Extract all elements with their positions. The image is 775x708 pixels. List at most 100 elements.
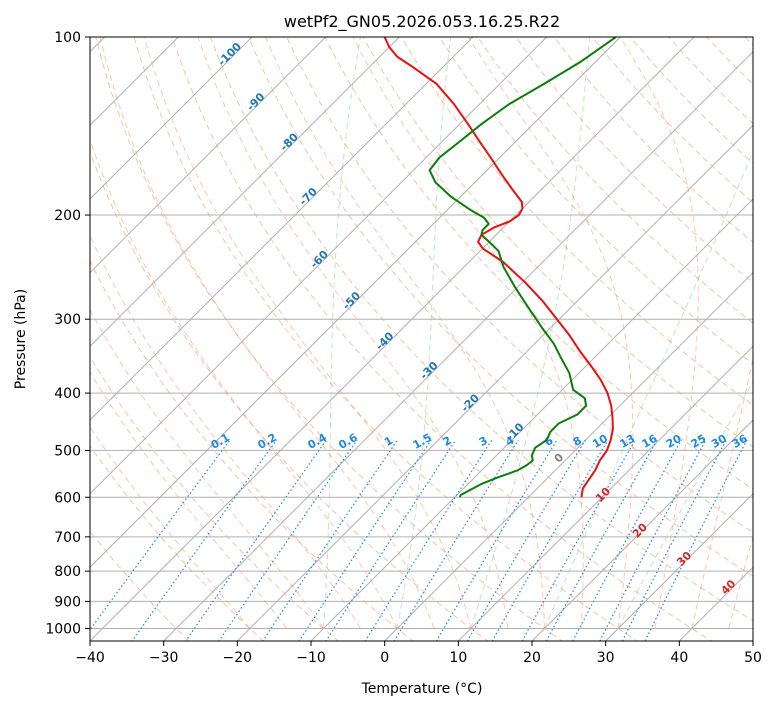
isotherm-label: -90 xyxy=(244,90,267,113)
isotherm-gridline xyxy=(605,492,753,641)
y-tick-label: 300 xyxy=(54,312,81,328)
isotherm-label: -80 xyxy=(278,130,301,153)
dry-adiabat-line xyxy=(667,37,753,125)
dry-adiabat-line xyxy=(209,37,753,622)
isotherm-gridline xyxy=(90,37,253,200)
x-tick-label: 10 xyxy=(449,650,467,666)
x-tick-label: 20 xyxy=(523,650,541,666)
mixing-ratio-label: 25 xyxy=(689,432,709,451)
moist-adiabat-label: 40 xyxy=(718,577,738,597)
dry-adiabat-line xyxy=(629,37,753,164)
y-axis: 1000 900 800 700 600 500 400 300 200 100 xyxy=(45,30,90,637)
dry-adiabat-line xyxy=(476,37,753,324)
moist-adiabat-label: 0 xyxy=(552,450,567,465)
dewpoint-profile-line xyxy=(428,37,617,498)
chart-title: wetPf2_GN05.2026.053.16.25.R22 xyxy=(284,12,560,32)
moist-adiabat-line xyxy=(90,308,324,629)
isotherm-label: -70 xyxy=(297,185,320,208)
moist-adiabat-line xyxy=(396,37,452,629)
isotherm-gridline xyxy=(90,37,474,421)
x-tick-label: 0 xyxy=(380,650,389,666)
mixing-ratio-label: 1.5 xyxy=(411,431,434,452)
isotherm-label: -100 xyxy=(215,40,244,69)
profile-series xyxy=(383,37,617,498)
dry-adiabat-line xyxy=(362,37,753,448)
mixing-ratio-line xyxy=(185,439,327,641)
isotherm-gridline xyxy=(90,37,548,495)
y-tick-label: 800 xyxy=(54,564,81,580)
mixing-ratio-line xyxy=(364,439,493,641)
dry-adiabat-line xyxy=(247,37,753,577)
mixing-ratio-line xyxy=(262,439,399,641)
mixing-ratio-line xyxy=(435,439,558,641)
moist-adiabat-line xyxy=(468,37,634,629)
isotherm-gridline xyxy=(310,198,753,641)
mixing-ratio-line xyxy=(545,439,658,641)
dry-adiabat-line xyxy=(90,259,414,641)
isotherm-gridline xyxy=(457,345,753,641)
plot-area: 0.1 0.2 0.4 0.6 1 1.5 2 3 4 6 8 10 13 16 20 25 30 36-100-… xyxy=(90,37,775,641)
x-tick-label: −40 xyxy=(75,650,105,666)
x-tick-label: 50 xyxy=(744,650,762,666)
y-tick-label: 700 xyxy=(54,530,81,546)
mixing-ratio-line xyxy=(491,439,609,641)
dry-adiabat-line xyxy=(90,150,489,641)
y-tick-label: 200 xyxy=(54,208,81,224)
dry-adiabat-line xyxy=(438,37,753,365)
x-tick-label: 40 xyxy=(670,650,688,666)
y-axis-title: Pressure (hPa) xyxy=(13,289,29,389)
y-tick-label: 600 xyxy=(54,490,81,506)
moist-adiabat-line xyxy=(90,371,288,629)
plot-frame xyxy=(89,36,754,642)
mixing-ratio-line xyxy=(393,439,519,641)
moist-adiabat-label: 10 xyxy=(593,485,613,505)
moist-adiabat-line xyxy=(197,37,509,629)
moist-adiabat-line xyxy=(617,380,753,629)
mixing-ratio-label: 0.2 xyxy=(256,431,279,452)
mixing-ratio-line xyxy=(131,439,278,641)
moist-adiabat-line xyxy=(470,37,591,629)
moist-adiabat-line xyxy=(544,150,753,629)
mixing-ratio-line xyxy=(218,439,358,641)
moist-adiabat-label: 30 xyxy=(674,549,694,569)
mixing-ratio-label: 20 xyxy=(664,432,684,451)
moist-adiabat-line xyxy=(766,37,775,628)
moist-adiabat-line xyxy=(691,356,753,629)
dry-adiabat-line xyxy=(133,37,638,641)
moist-adiabat-label: 20 xyxy=(630,520,650,540)
moist-adiabat-line xyxy=(90,426,251,629)
dry-adiabat-line xyxy=(90,355,339,641)
mixing-ratio-line xyxy=(466,439,586,641)
isotherm-label: -20 xyxy=(459,391,482,414)
moist-adiabat-line xyxy=(143,37,472,629)
isotherm-gridline xyxy=(163,50,753,641)
isotherm-gridline xyxy=(384,271,753,641)
moist-adiabat-line xyxy=(619,37,699,629)
isotherm-label: -50 xyxy=(340,289,363,312)
isotherm-gridline xyxy=(90,37,695,641)
moist-adiabat-line xyxy=(323,37,361,629)
moist-adiabat-line xyxy=(90,234,361,629)
y-tick-label: 400 xyxy=(54,386,81,402)
mixing-ratio-line xyxy=(90,439,231,631)
dry-adiabat-line xyxy=(515,37,753,284)
x-axis-title: Temperature (°C) xyxy=(361,681,483,697)
moist-adiabat-line xyxy=(99,37,435,629)
isotherm-gridline xyxy=(678,566,753,641)
grid-lines xyxy=(90,37,753,641)
isotherm-gridline xyxy=(236,124,753,641)
y-tick-label: 100 xyxy=(54,30,81,46)
temperature-profile-line xyxy=(383,37,614,498)
mixing-ratio-line xyxy=(298,439,432,641)
y-tick-label: 500 xyxy=(54,443,81,459)
moist-adiabat-line xyxy=(90,137,398,629)
mixing-ratio-line xyxy=(572,439,682,641)
moist-adiabat-line xyxy=(265,37,546,629)
isotherm-gridline xyxy=(752,640,753,641)
x-tick-label: −10 xyxy=(296,650,326,666)
isotherm-gridline xyxy=(90,37,621,569)
dry-adiabat-line xyxy=(95,37,564,641)
moist-adiabat-line xyxy=(728,535,753,629)
mixing-ratio-line xyxy=(599,439,707,641)
